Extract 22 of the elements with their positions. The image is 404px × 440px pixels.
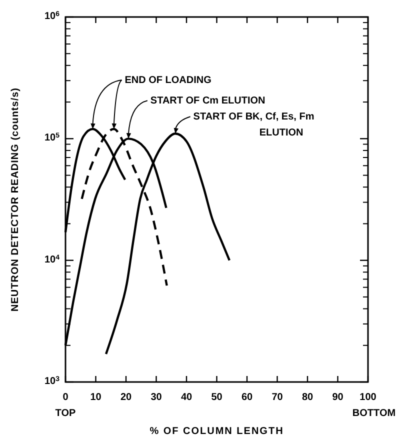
annotation: START OF Cm ELUTION: [150, 96, 266, 107]
y-axis-title: NEUTRON DETECTOR READING (counts/s): [10, 88, 21, 312]
x-tick-label: 50: [211, 392, 223, 403]
x-tick-label: 0: [62, 392, 69, 403]
x-tick-label: 20: [120, 392, 132, 403]
annotation: END OF LOADING: [124, 75, 212, 86]
x-tick-label: 90: [332, 392, 344, 403]
x-tick-label: 30: [150, 392, 162, 403]
x-tick-label: 70: [272, 392, 284, 403]
x-tick-label: 100: [360, 392, 377, 403]
annotation: START OF BK, Cf, Es, Fm ELUTION: [193, 112, 314, 139]
y-tick-label: 10$^{6}$: [44, 10, 60, 22]
text: TOP: [55, 408, 76, 419]
x-tick-label: 40: [180, 392, 192, 403]
x-tick-label: 80: [302, 392, 314, 403]
y-tick-label: 10$^{4}$: [44, 254, 60, 266]
y-tick-label: 10$^{3}$: [44, 376, 60, 387]
text: BOTTOM: [352, 408, 396, 419]
y-tick-label: 10$^{5}$: [44, 132, 60, 144]
x-tick-label: 60: [241, 392, 253, 403]
x-tick-label: 10: [90, 392, 102, 403]
x-axis-title: % OF COLUMN LENGTH: [150, 426, 284, 437]
